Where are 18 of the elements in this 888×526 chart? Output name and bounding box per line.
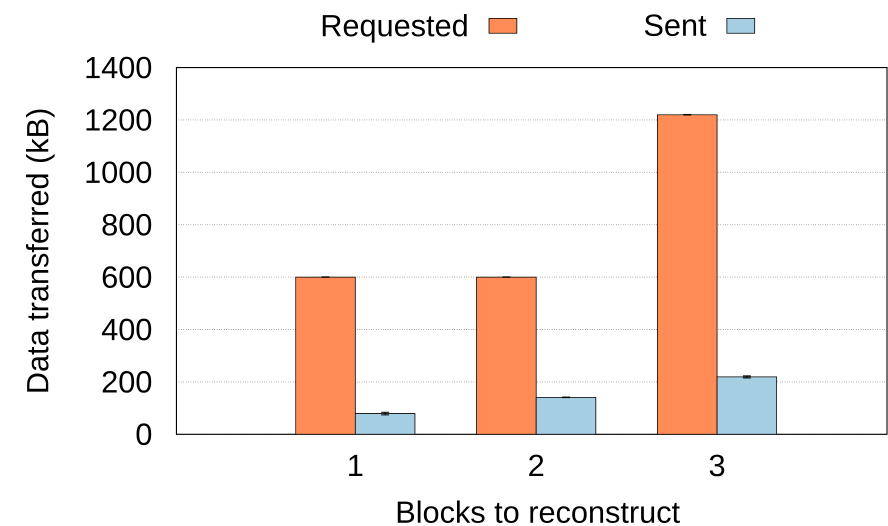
y-axis-title: Data transferred (kB) — [26, 110, 55, 392]
bar — [354, 413, 416, 434]
y-tick-label: 800 — [102, 214, 152, 236]
bar — [536, 397, 596, 434]
y-tick-label: 1400 — [86, 56, 152, 79]
y-tick-label: 0 — [136, 424, 152, 446]
x-tick-label: 3 — [710, 454, 724, 476]
y-tick-label: 1200 — [86, 109, 152, 131]
y-tick-label: 200 — [102, 371, 152, 393]
y-tick-label: 600 — [102, 266, 152, 288]
y-tick-label: 1000 — [86, 162, 152, 184]
x-axis-title: Blocks to reconstruct — [398, 500, 680, 524]
y-tick-label: 400 — [102, 318, 152, 340]
legend-label: Requested — [322, 14, 467, 43]
bar — [716, 376, 778, 434]
x-tick-label: 2 — [529, 454, 544, 476]
legend-label: Sent — [644, 14, 706, 36]
x-tick-label: 1 — [349, 455, 362, 476]
